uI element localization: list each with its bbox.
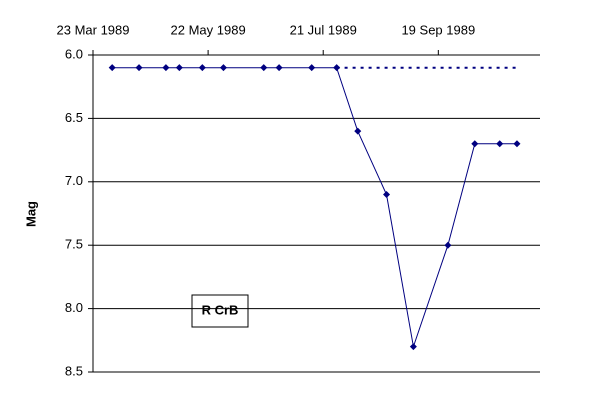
data-point <box>444 241 452 249</box>
x-tick-label: 19 Sep 1989 <box>401 22 475 37</box>
data-point <box>308 64 316 72</box>
data-point <box>275 64 283 72</box>
data-point <box>219 64 227 72</box>
annotation: R CrB <box>202 302 239 317</box>
y-tick-label: 8.0 <box>65 300 83 315</box>
data-point <box>162 64 170 72</box>
data-point <box>198 64 206 72</box>
series-line <box>112 67 517 347</box>
x-tick-label: 21 Jul 1989 <box>290 22 357 37</box>
data-point <box>383 190 391 198</box>
x-tick-label: 23 Mar 1989 <box>57 22 130 37</box>
annotation-box <box>191 294 249 328</box>
data-point <box>354 127 362 135</box>
x-tick-label: 22 May 1989 <box>171 22 246 37</box>
data-point <box>108 64 116 72</box>
data-point <box>496 140 504 148</box>
y-tick-label: 7.0 <box>65 173 83 188</box>
data-point <box>471 140 479 148</box>
y-tick-label: 6.5 <box>65 110 83 125</box>
y-tick-label: 6.0 <box>65 46 83 61</box>
data-point <box>513 140 521 148</box>
y-axis-label: Mag <box>23 201 38 227</box>
data-point <box>260 64 268 72</box>
data-point <box>175 64 183 72</box>
data-point <box>135 64 143 72</box>
data-point <box>409 343 417 351</box>
y-tick-label: 8.5 <box>65 363 83 378</box>
y-tick-label: 7.5 <box>65 237 83 252</box>
